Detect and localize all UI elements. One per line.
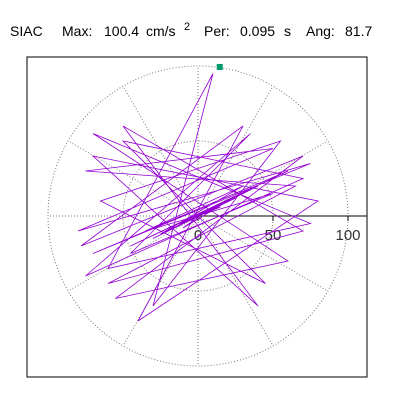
spoke [197,85,274,217]
orbit-trace [77,73,320,322]
max-unit: cm/s [146,23,176,39]
period-unit: s [284,23,291,39]
max-unit-exp: 2 [184,21,190,33]
max-value: 100.4 [104,23,139,39]
angle-value: 81.7 [345,23,372,39]
spoke [67,140,199,217]
max-label: Max: [62,23,92,39]
max-marker [216,63,223,70]
chart-title: SIAC Max: 100.4 cm/s 2 Per: 0.095 s Ang:… [10,17,372,39]
station: SIAC [10,23,43,39]
period-label: Per: [204,23,230,39]
r-tick-label: 100 [335,227,360,244]
plot-frame [26,56,368,378]
angle-label: Ang: [306,23,335,39]
r-tick-label: 50 [265,227,282,244]
period-value: 0.095 [240,23,275,39]
